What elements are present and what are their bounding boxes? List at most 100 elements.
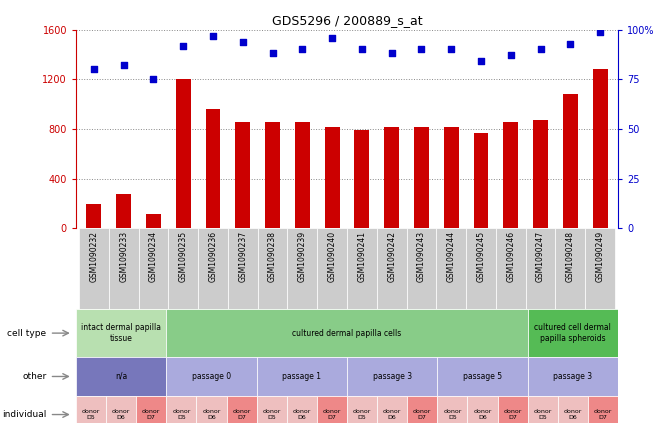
Text: donor
D7: donor D7 [413,409,432,420]
Text: passage 3: passage 3 [553,372,592,381]
Bar [167,309,527,357]
Bar [558,396,588,423]
Point [148,76,159,82]
Text: passage 3: passage 3 [373,372,412,381]
Bar [525,228,555,309]
Text: donor
D7: donor D7 [504,409,522,420]
Text: GSM1090243: GSM1090243 [417,231,426,282]
Bar [288,228,317,309]
Bar [593,69,607,228]
Text: cell type: cell type [7,329,46,338]
Bar [347,357,438,396]
Bar [139,228,169,309]
Text: GSM1090244: GSM1090244 [447,231,456,282]
Bar [176,79,190,228]
Bar [377,228,407,309]
Bar [496,228,525,309]
Bar [265,121,280,228]
Text: GSM1090249: GSM1090249 [596,231,605,282]
Bar [466,228,496,309]
Bar [146,214,161,228]
Bar [258,228,288,309]
Point [506,52,516,59]
Bar [588,396,618,423]
Bar [444,126,459,228]
Bar [87,203,101,228]
Bar [467,396,498,423]
Bar [473,133,488,228]
Text: GSM1090233: GSM1090233 [119,231,128,282]
Text: donor
D5: donor D5 [444,409,461,420]
Text: donor
D6: donor D6 [293,409,311,420]
Bar [79,228,109,309]
Bar [76,357,167,396]
Point [446,46,457,53]
Bar [256,396,287,423]
Text: donor
D5: donor D5 [533,409,552,420]
Bar [533,120,548,228]
Bar [228,228,258,309]
Text: donor
D6: donor D6 [202,409,221,420]
Bar [167,396,196,423]
Title: GDS5296 / 200889_s_at: GDS5296 / 200889_s_at [272,14,422,27]
Bar [498,396,527,423]
Bar [436,228,466,309]
Point [327,34,337,41]
Text: donor
D6: donor D6 [564,409,582,420]
Point [237,38,248,45]
Text: GSM1090242: GSM1090242 [387,231,396,282]
Text: cultured dermal papilla cells: cultured dermal papilla cells [292,329,402,338]
Text: donor
D6: donor D6 [112,409,130,420]
Text: passage 5: passage 5 [463,372,502,381]
Bar [76,309,167,357]
Bar [527,396,558,423]
Text: cultured cell dermal
papilla spheroids: cultured cell dermal papilla spheroids [535,324,611,343]
Bar [347,228,377,309]
Point [387,50,397,57]
Point [535,46,546,53]
Bar [407,228,436,309]
Bar [354,130,369,228]
Bar [325,126,340,228]
Bar [527,309,618,357]
Point [357,46,368,53]
Point [595,28,605,35]
Text: individual: individual [2,410,46,419]
Text: intact dermal papilla
tissue: intact dermal papilla tissue [81,324,161,343]
Point [416,46,427,53]
Text: GSM1090248: GSM1090248 [566,231,575,282]
Text: GSM1090240: GSM1090240 [328,231,336,282]
Text: donor
D7: donor D7 [594,409,612,420]
Text: n/a: n/a [115,372,128,381]
Bar [563,94,578,228]
Text: GSM1090237: GSM1090237 [238,231,247,282]
Bar [109,228,139,309]
Point [297,46,307,53]
Bar [198,228,228,309]
Text: GSM1090246: GSM1090246 [506,231,516,282]
Bar [235,121,251,228]
Text: donor
D7: donor D7 [233,409,251,420]
Text: GSM1090247: GSM1090247 [536,231,545,282]
Bar [295,121,310,228]
Bar [377,396,407,423]
Bar [585,228,615,309]
Bar [169,228,198,309]
Bar [287,396,317,423]
Point [476,58,486,65]
Text: donor
D5: donor D5 [353,409,371,420]
Point [178,42,188,49]
Bar [438,396,467,423]
Text: passage 0: passage 0 [192,372,231,381]
Point [565,40,576,47]
Bar [504,121,518,228]
Point [267,50,278,57]
Text: GSM1090234: GSM1090234 [149,231,158,282]
Text: donor
D7: donor D7 [323,409,341,420]
Point [208,32,218,39]
Bar [167,357,256,396]
Bar [317,396,347,423]
Text: other: other [22,372,46,381]
Text: GSM1090232: GSM1090232 [89,231,98,282]
Point [118,62,129,69]
